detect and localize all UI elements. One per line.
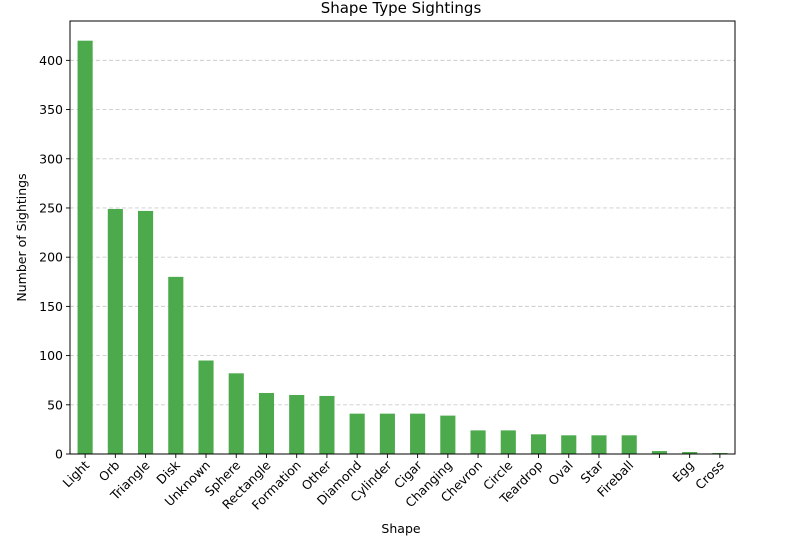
bar-cigar <box>410 413 426 454</box>
bars <box>77 40 728 454</box>
y-tick-label: 50 <box>47 397 63 412</box>
bar-chevron <box>470 430 486 454</box>
x-tick-label: Light <box>60 457 93 490</box>
y-tick-label: 300 <box>39 151 63 166</box>
y-axis-label: Number of Sightings <box>14 173 29 301</box>
bar-changing <box>440 415 456 454</box>
bar-star <box>591 435 607 454</box>
bar-triangle <box>138 210 154 454</box>
bar-orb <box>107 208 123 454</box>
bar-fireball <box>621 435 637 454</box>
bar-disk <box>168 276 184 454</box>
bar-other <box>319 395 335 454</box>
y-tick-label: 0 <box>55 447 63 462</box>
bar-unknown <box>198 360 214 454</box>
y-tick-label: 100 <box>39 348 63 363</box>
y-tick-label: 400 <box>39 53 63 68</box>
bar-oval <box>561 435 577 454</box>
bar-light <box>77 40 93 454</box>
x-axis-label: Shape <box>381 521 420 536</box>
plot-frame <box>69 20 736 455</box>
bar-rectangle <box>258 392 275 454</box>
bar-circle <box>500 430 516 454</box>
bar-sphere <box>228 373 244 454</box>
y-axis-ticks: 0 50 100 150 200 250 300 350 400 <box>39 53 70 462</box>
bar-diamond <box>349 413 365 454</box>
x-tick-label: Oval <box>545 458 576 489</box>
x-tick-label: Cross <box>692 458 727 493</box>
bar-unlabeled-19 <box>651 451 667 454</box>
bar-cylinder <box>379 413 395 454</box>
bar-formation <box>289 394 305 454</box>
bar-teardrop <box>530 434 547 454</box>
chart-title: Shape Type Sightings <box>321 0 482 17</box>
y-tick-label: 150 <box>39 299 63 314</box>
y-tick-label: 200 <box>39 250 63 265</box>
y-tick-label: 250 <box>39 200 63 215</box>
y-tick-label: 350 <box>39 102 63 117</box>
bar-egg <box>682 452 698 454</box>
